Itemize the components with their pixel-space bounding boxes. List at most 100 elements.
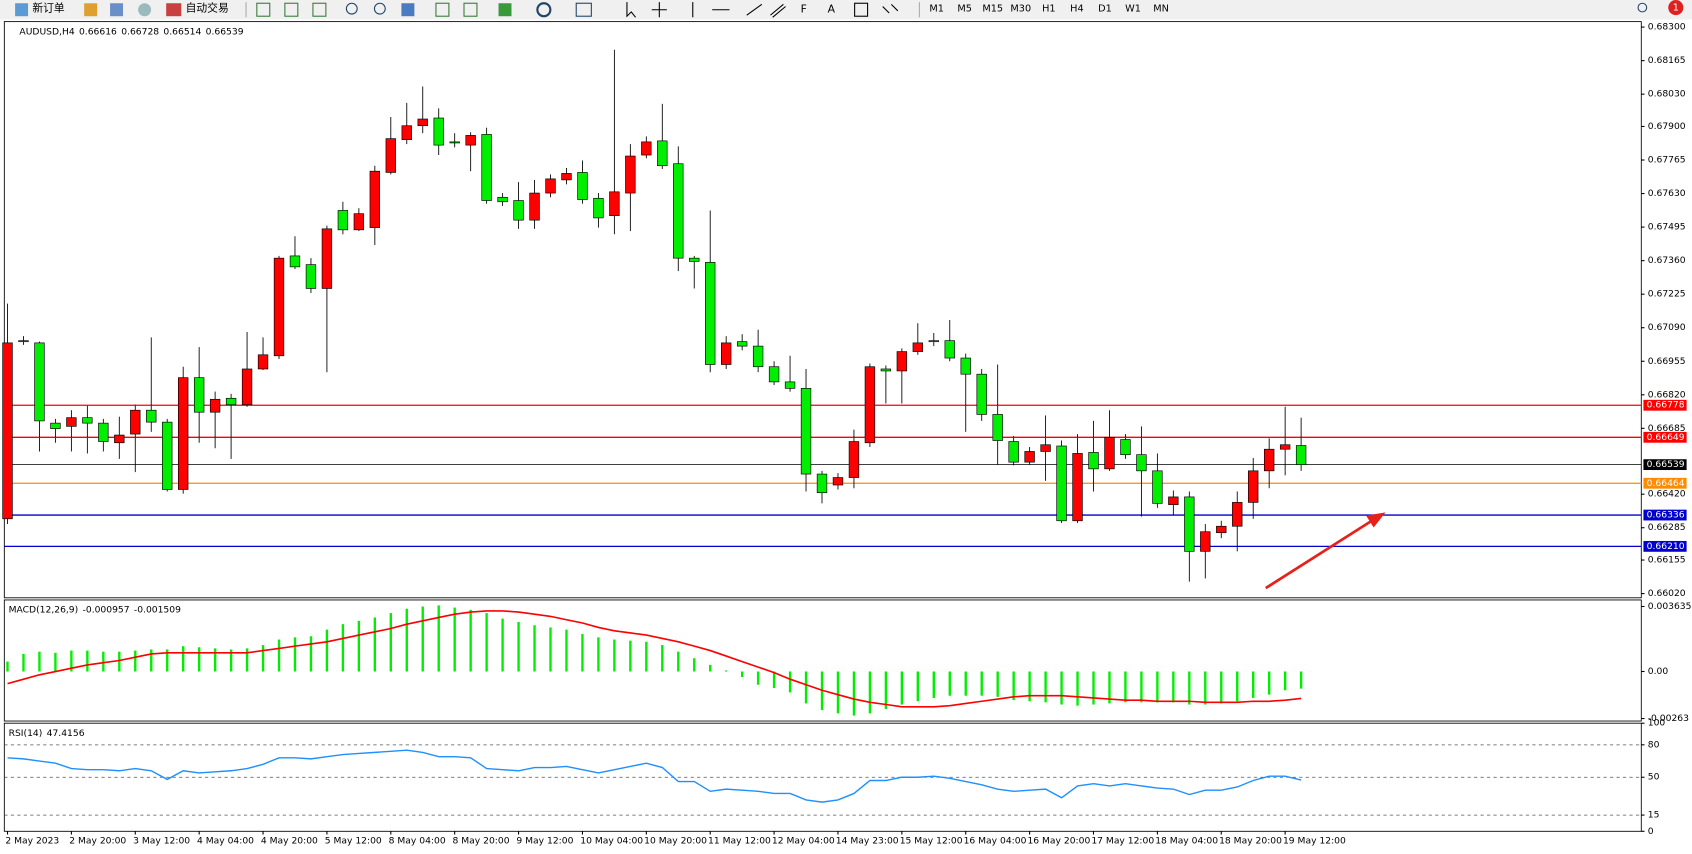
channel-tool[interactable] bbox=[770, 3, 786, 18]
y-tick-label: 0.67900 bbox=[1648, 121, 1686, 132]
timeframe-button[interactable]: D1 bbox=[1098, 4, 1112, 15]
x-tick-label: 16 May 20:00 bbox=[1027, 836, 1090, 847]
x-tick-label: 14 May 23:00 bbox=[836, 836, 899, 847]
candle-body bbox=[1232, 502, 1243, 527]
search-icon[interactable] bbox=[1637, 2, 1648, 13]
candle-body bbox=[209, 398, 221, 413]
line-tools[interactable] bbox=[692, 2, 763, 18]
toolbar-icon[interactable] bbox=[312, 2, 327, 17]
timeframe-button[interactable]: MN bbox=[1153, 4, 1169, 15]
candle-body bbox=[465, 135, 476, 146]
candle-body bbox=[1088, 452, 1099, 470]
candle-body bbox=[162, 421, 173, 490]
x-tick-label: 9 May 12:00 bbox=[516, 836, 573, 847]
candle-body bbox=[1056, 445, 1067, 522]
y-tick-label: 0.66685 bbox=[1648, 423, 1686, 434]
x-tick-label: 2 May 20:00 bbox=[69, 836, 126, 847]
x-tick-label: 3 May 12:00 bbox=[133, 836, 190, 847]
candle-body bbox=[1168, 496, 1179, 505]
candle-body bbox=[768, 366, 780, 383]
notification-badge[interactable] bbox=[1668, 0, 1684, 16]
candle-body bbox=[353, 213, 365, 231]
x-tick-label: 5 May 12:00 bbox=[325, 836, 382, 847]
candle-body bbox=[689, 257, 700, 262]
timeframe-button[interactable]: H1 bbox=[1042, 4, 1055, 15]
y-tick-label: 0.67225 bbox=[1648, 289, 1686, 300]
timeframe-button[interactable]: M1 bbox=[929, 4, 944, 15]
price-level-tag bbox=[1643, 509, 1687, 521]
toolbar-icon[interactable] bbox=[256, 2, 271, 17]
toolbar-icon[interactable] bbox=[284, 2, 299, 17]
y-tick-label: 0.66285 bbox=[1648, 522, 1686, 533]
candle-body bbox=[545, 178, 556, 194]
candle-body bbox=[720, 342, 732, 365]
y-tick-label: 50 bbox=[1648, 772, 1660, 783]
label-tool[interactable] bbox=[854, 2, 869, 17]
y-tick-label: 0.67630 bbox=[1648, 188, 1686, 199]
arrow-shaft bbox=[1265, 517, 1376, 590]
candle-body bbox=[832, 477, 844, 486]
candle-body bbox=[657, 140, 668, 167]
x-tick-label: 16 May 04:00 bbox=[964, 836, 1027, 847]
timeframe-button[interactable]: H4 bbox=[1070, 4, 1083, 15]
new-order-button[interactable]: 新订单 bbox=[32, 1, 65, 15]
header-value: -0.000957 bbox=[83, 604, 130, 615]
zoom-in[interactable] bbox=[345, 2, 358, 15]
y-tick-label: -0.00263 bbox=[1648, 713, 1689, 724]
x-tick-label: 10 May 04:00 bbox=[580, 836, 643, 847]
indicators-icon[interactable] bbox=[498, 3, 512, 17]
timeframe-button[interactable]: W1 bbox=[1125, 4, 1141, 15]
new-order-icon[interactable] bbox=[15, 3, 29, 17]
timeframe-button[interactable]: M30 bbox=[1010, 4, 1031, 15]
pane-header: AUDUSD,H4 0.66616 0.66728 0.66514 0.66539 bbox=[19, 26, 243, 37]
text-tool[interactable]: A bbox=[828, 3, 836, 16]
y-tick-label: 100 bbox=[1648, 718, 1666, 729]
toolbar-icon[interactable] bbox=[401, 3, 415, 17]
toolbar-icon[interactable] bbox=[463, 2, 478, 17]
candle-body bbox=[82, 417, 93, 424]
candle-body bbox=[529, 192, 540, 221]
timeframe-button[interactable]: M15 bbox=[982, 4, 1003, 15]
candle-body bbox=[944, 340, 955, 359]
x-tick-label: 17 May 12:00 bbox=[1091, 836, 1154, 847]
periods-icon[interactable] bbox=[536, 2, 552, 18]
candle-body bbox=[1072, 453, 1083, 522]
toolbar-icon[interactable] bbox=[138, 3, 152, 17]
x-tick-label: 4 May 20:00 bbox=[261, 836, 318, 847]
candle-body bbox=[146, 409, 157, 423]
crosshair-icon[interactable] bbox=[651, 2, 667, 18]
price-level-tag bbox=[1643, 477, 1687, 489]
cursor-icon[interactable] bbox=[626, 2, 637, 18]
candle-body bbox=[1152, 470, 1163, 504]
header-value: 47.4156 bbox=[47, 727, 85, 738]
zoom-out[interactable] bbox=[373, 2, 386, 15]
candle-body bbox=[705, 262, 716, 365]
candle-body bbox=[896, 351, 908, 372]
auto-trading-icon[interactable] bbox=[166, 3, 182, 17]
templates-icon[interactable] bbox=[575, 2, 592, 17]
y-tick-label: 0.68030 bbox=[1648, 89, 1686, 100]
fibo-tool[interactable]: F bbox=[801, 3, 807, 16]
candle-body bbox=[593, 197, 604, 219]
y-tick-label: 0.66820 bbox=[1648, 389, 1686, 400]
candle-body bbox=[18, 340, 29, 343]
x-tick-label: 4 May 04:00 bbox=[197, 836, 254, 847]
candle-body bbox=[130, 409, 141, 435]
toolbar-icon[interactable] bbox=[110, 3, 124, 17]
candle-body bbox=[577, 172, 588, 200]
pane-header: RSI(14) 47.4156 bbox=[9, 727, 85, 738]
y-tick-label: 0.66955 bbox=[1648, 356, 1686, 367]
toolbar-icon[interactable] bbox=[435, 2, 450, 17]
toolbar-icon[interactable] bbox=[84, 3, 98, 17]
candle-body bbox=[337, 210, 349, 231]
arrow-head bbox=[1366, 512, 1386, 528]
y-tick-label: 0.68165 bbox=[1648, 55, 1686, 66]
auto-trading-button[interactable]: 自动交易 bbox=[186, 1, 229, 15]
y-tick-label: 0.68300 bbox=[1648, 22, 1686, 33]
arrows-tool[interactable] bbox=[882, 3, 899, 14]
y-tick-label: 15 bbox=[1648, 810, 1660, 821]
candle-body bbox=[178, 377, 189, 490]
y-tick-label: 0.66420 bbox=[1648, 489, 1686, 500]
timeframe-button[interactable]: M5 bbox=[957, 4, 972, 15]
